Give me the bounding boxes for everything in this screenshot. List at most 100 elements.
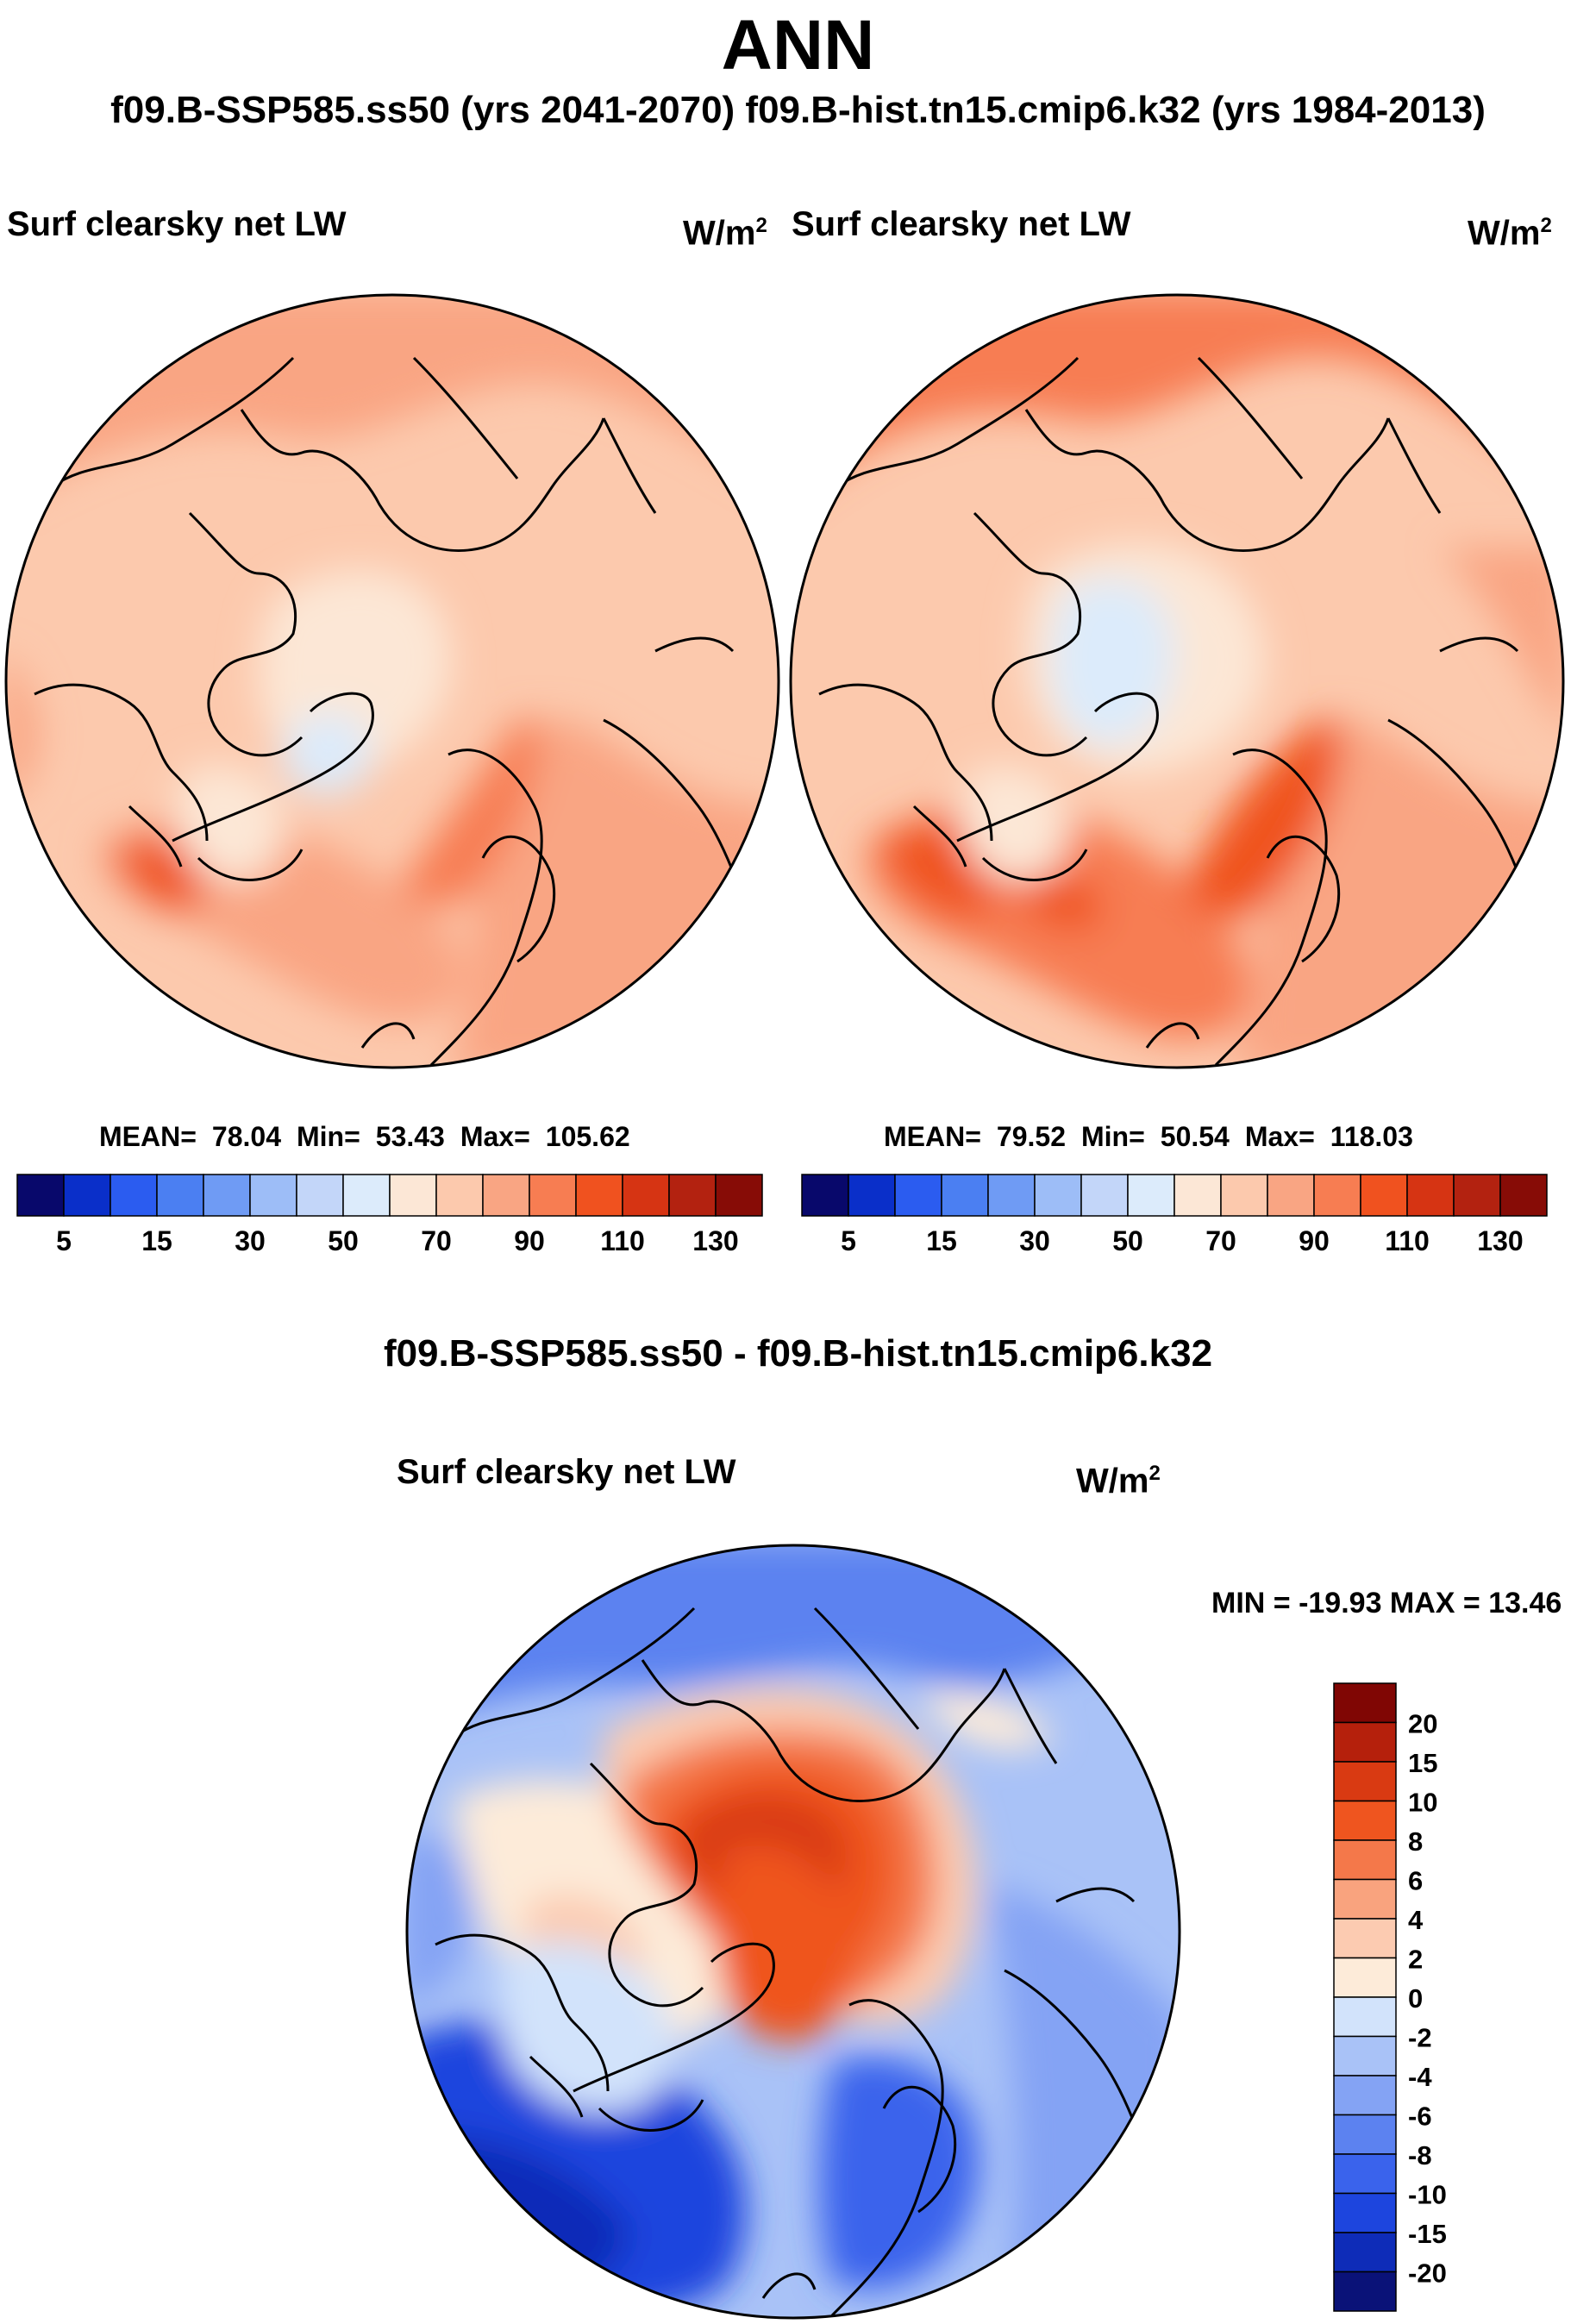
main-title: ANN (721, 6, 875, 85)
difference-colorbar-tick-label: 2 (1408, 1945, 1423, 1975)
left-colorbar-swatch (529, 1174, 577, 1217)
difference-colorbar-tick-label: 8 (1408, 1826, 1423, 1857)
right-map-border (789, 293, 1565, 1069)
right-colorbar-swatch (1034, 1174, 1082, 1217)
difference-polar-map (405, 1544, 1181, 2320)
difference-colorbar-swatch (1333, 2153, 1397, 2195)
difference-colorbar-tick-label: 4 (1408, 1905, 1424, 1935)
left-colorbar-swatch (296, 1174, 344, 1217)
right-stats: MEAN= 79.52 Min= 50.54 Max= 118.03 (884, 1121, 1413, 1152)
difference-coastlines (435, 1607, 1161, 2317)
right-colorbar-tick-label: 15 (926, 1225, 957, 1256)
difference-colorbar-swatch (1333, 2075, 1397, 2116)
left-colorbar-swatch (575, 1174, 623, 1217)
right-polar-map (789, 293, 1565, 1069)
left-panel-units: W/m2 (683, 214, 767, 253)
left-colorbar-swatch (668, 1174, 717, 1217)
left-colorbar-tick-label: 90 (514, 1225, 545, 1256)
difference-heading: f09.B-SSP585.ss50 - f09.B-hist.tn15.cmip… (383, 1332, 1213, 1375)
difference-colorbar-tick-label: -4 (1408, 2062, 1432, 2092)
right-colorbar-tick-label: 90 (1299, 1225, 1330, 1256)
difference-colorbar-swatch (1333, 1800, 1397, 1841)
right-colorbar-swatch (1174, 1174, 1222, 1217)
left-colorbar-swatch (715, 1174, 763, 1217)
right-colorbar-tick-label: 30 (1019, 1225, 1050, 1256)
right-coastlines (818, 356, 1545, 1067)
difference-minmax: MIN = -19.93 MAX = 13.46 (1211, 1587, 1562, 1619)
difference-colorbar-swatch (1333, 2035, 1397, 2077)
difference-colorbar-tick-label: -10 (1408, 2180, 1447, 2210)
difference-colorbar-swatch (1333, 2232, 1397, 2273)
right-colorbar-swatch (894, 1174, 942, 1217)
right-colorbar-swatch (1499, 1174, 1548, 1217)
difference-colorbar-swatch (1333, 1721, 1397, 1763)
difference-colorbar-tick-label: -20 (1408, 2258, 1447, 2289)
difference-panel-units: W/m2 (1076, 1462, 1161, 1500)
difference-colorbar-swatch (1333, 2271, 1397, 2312)
left-colorbar-swatch (342, 1174, 391, 1217)
difference-colorbar-tick-label: 0 (1408, 1983, 1423, 2014)
right-colorbar-tick-label: 70 (1205, 1225, 1236, 1256)
left-colorbar-swatch (16, 1174, 65, 1217)
difference-colorbar-swatch (1333, 1761, 1397, 1802)
left-colorbar-tick-label: 5 (56, 1225, 72, 1256)
difference-colorbar-tick-label: 20 (1408, 1709, 1437, 1739)
difference-colorbar-swatch (1333, 1918, 1397, 1959)
left-colorbar-tick-label: 50 (328, 1225, 359, 1256)
left-colorbar-swatch (482, 1174, 530, 1217)
difference-colorbar-swatch (1333, 1996, 1397, 2038)
left-stats: MEAN= 78.04 Min= 53.43 Max= 105.62 (99, 1121, 630, 1152)
right-colorbar-swatch (941, 1174, 989, 1217)
difference-colorbar-tick-label: 15 (1408, 1748, 1437, 1778)
difference-colorbar-swatch (1333, 1957, 1397, 1998)
left-colorbar-tick-label: 110 (600, 1225, 645, 1256)
right-colorbar-swatch (1313, 1174, 1361, 1217)
right-colorbar-swatch (848, 1174, 896, 1217)
right-colorbar: 5 15 30 50 70 90 110 130 (801, 1174, 1548, 1256)
difference-colorbar-tick-label: -6 (1408, 2102, 1432, 2132)
right-colorbar-swatch (1267, 1174, 1315, 1217)
left-map-border (4, 293, 780, 1069)
right-colorbar-tick-label: 110 (1385, 1225, 1430, 1256)
right-colorbar-swatch (801, 1174, 849, 1217)
difference-colorbar-tick-label: -15 (1408, 2219, 1447, 2249)
right-colorbar-swatch (987, 1174, 1036, 1217)
difference-colorbar-swatch (1333, 2114, 1397, 2155)
difference-colorbar-tick-label: 10 (1408, 1788, 1437, 1818)
right-colorbar-tick-label: 50 (1112, 1225, 1143, 1256)
left-colorbar-swatch (622, 1174, 670, 1217)
difference-colorbar-tick-label: -8 (1408, 2140, 1432, 2171)
right-colorbar-tick-label: 5 (841, 1225, 856, 1256)
left-colorbar: 5 15 30 50 70 90 110 130 (16, 1174, 763, 1256)
right-colorbar-swatch (1406, 1174, 1455, 1217)
difference-colorbar-swatch (1333, 1682, 1397, 1724)
difference-panel-title: Surf clearsky net LW (397, 1453, 736, 1491)
right-colorbar-swatch (1360, 1174, 1408, 1217)
right-colorbar-swatch (1453, 1174, 1501, 1217)
right-panel-title: Surf clearsky net LW (792, 205, 1131, 243)
difference-colorbar-tick-label: -2 (1408, 2023, 1432, 2053)
difference-colorbar-swatch (1333, 2192, 1397, 2233)
left-coastlines (34, 356, 760, 1067)
difference-map-border (405, 1544, 1181, 2320)
difference-colorbar-swatch (1333, 1839, 1397, 1881)
left-colorbar-swatch (63, 1174, 111, 1217)
left-colorbar-tick-label: 70 (421, 1225, 452, 1256)
left-polar-map (4, 293, 780, 1069)
left-colorbar-swatch (435, 1174, 484, 1217)
left-colorbar-tick-label: 30 (235, 1225, 266, 1256)
subtitle: f09.B-SSP585.ss50 (yrs 2041-2070) f09.B-… (110, 89, 1486, 131)
left-panel-title: Surf clearsky net LW (7, 205, 347, 243)
difference-colorbar-tick-label: 6 (1408, 1866, 1423, 1896)
left-colorbar-swatch (110, 1174, 158, 1217)
left-colorbar-swatch (156, 1174, 204, 1217)
right-colorbar-swatch (1080, 1174, 1129, 1217)
right-colorbar-swatch (1127, 1174, 1175, 1217)
right-colorbar-tick-label: 130 (1477, 1225, 1523, 1256)
left-colorbar-tick-label: 130 (692, 1225, 738, 1256)
left-colorbar-tick-label: 15 (141, 1225, 172, 1256)
left-colorbar-swatch (249, 1174, 297, 1217)
right-panel-units: W/m2 (1468, 214, 1552, 253)
right-colorbar-swatch (1220, 1174, 1268, 1217)
